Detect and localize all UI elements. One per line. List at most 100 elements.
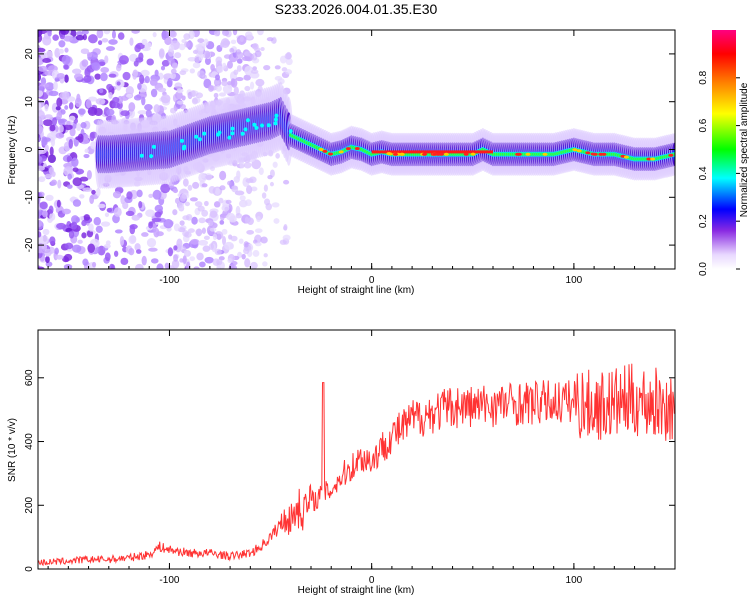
heatmap-cell <box>42 119 53 127</box>
heatmap-cell <box>72 244 82 253</box>
heatmap-cell <box>181 95 186 101</box>
heatmap-cell <box>68 102 74 110</box>
heatmap-cell <box>179 104 186 110</box>
heatmap-cell <box>174 52 182 59</box>
heatmap-cell <box>179 245 187 253</box>
heatmap-cell <box>205 174 213 181</box>
heatmap-cell <box>156 263 164 269</box>
heatmap-cell <box>470 152 476 156</box>
heatmap-cell <box>246 185 253 195</box>
heatmap-cell <box>53 81 58 91</box>
heatmap-cell <box>85 99 92 109</box>
heatmap-cell <box>285 69 292 75</box>
heatmap-cell <box>157 87 167 93</box>
heatmap-cell <box>230 39 237 45</box>
heatmap-cell <box>49 212 56 221</box>
heatmap-cell <box>100 67 110 74</box>
heatmap-cell <box>133 94 142 101</box>
heatmap-cell <box>72 177 82 187</box>
heatmap-cell <box>77 239 83 244</box>
heatmap-cell <box>131 30 140 34</box>
heatmap-cell <box>64 242 74 250</box>
heatmap-cell <box>112 96 120 104</box>
heatmap-cell <box>74 73 83 81</box>
heatmap-cell <box>164 262 170 269</box>
heatmap-cell <box>54 47 61 58</box>
heatmap-cell <box>218 197 224 204</box>
heatmap-cell <box>202 131 207 136</box>
heatmap-cell <box>161 30 167 41</box>
heatmap-cell <box>163 219 174 229</box>
heatmap-cell <box>94 73 101 80</box>
heatmap-cell <box>399 152 405 156</box>
heatmap-cell <box>71 215 80 224</box>
heatmap-cell <box>40 77 47 86</box>
heatmap-cell <box>169 30 177 38</box>
heatmap-cell <box>44 114 53 119</box>
heatmap-cell <box>179 70 187 76</box>
heatmap-cell <box>244 199 252 207</box>
snr-y-ticks: 0 200 400 600 <box>24 369 675 572</box>
heatmap-cell <box>209 210 218 218</box>
heatmap-cell <box>93 217 101 226</box>
heatmap-cell <box>47 154 56 163</box>
heatmap-cell <box>216 265 221 269</box>
heatmap-cell <box>217 130 222 135</box>
heatmap-cell <box>198 239 209 246</box>
heatmap-cell <box>177 202 185 210</box>
heatmap-cell <box>345 147 351 151</box>
heatmap-cell <box>150 88 158 98</box>
heatmap-cell <box>108 91 113 99</box>
heatmap-cell <box>187 184 193 191</box>
heatmap-cell <box>139 153 144 158</box>
heatmap-cell <box>192 49 199 54</box>
heatmap-cell <box>219 42 225 48</box>
heatmap-cell <box>273 117 278 122</box>
heatmap-cell <box>246 229 255 235</box>
heatmap-cell <box>219 185 226 191</box>
heatmap-cell <box>48 205 54 214</box>
heatmap-cell <box>148 247 158 252</box>
heatmap-cell <box>193 266 200 269</box>
heatmap-cell <box>230 235 238 242</box>
spectrogram-heatmap <box>38 30 675 269</box>
colorbar-tick-label: 0.0 <box>698 262 709 276</box>
heatmap-cell <box>227 258 233 264</box>
heatmap-cell <box>422 152 428 156</box>
heatmap-cell <box>525 152 531 156</box>
heatmap-cell <box>141 38 148 46</box>
heatmap-cell <box>250 186 258 192</box>
heatmap-cell <box>88 223 94 232</box>
heatmap-cell <box>38 86 45 91</box>
heatmap-cell <box>227 135 232 140</box>
heatmap-cell <box>64 47 69 53</box>
heatmap-cell <box>208 185 216 194</box>
heatmap-cell <box>99 72 108 82</box>
heatmap-cell <box>318 148 324 152</box>
heatmap-cell <box>221 80 228 86</box>
heatmap-cell <box>38 102 42 111</box>
heatmap-cell <box>103 30 111 35</box>
heatmap-cell <box>192 181 200 189</box>
spectrogram-x-ticks: -100 0 100 <box>47 30 676 286</box>
heatmap-cell <box>197 70 205 78</box>
heatmap-cell <box>86 230 94 238</box>
heatmap-cell <box>113 207 122 217</box>
heatmap-cell <box>173 223 181 232</box>
heatmap-cell <box>213 80 220 85</box>
heatmap-cell <box>215 85 222 92</box>
heatmap-cell <box>71 68 82 75</box>
heatmap-cell <box>167 77 173 88</box>
heatmap-cell <box>195 44 203 49</box>
heatmap-cell <box>181 146 186 151</box>
heatmap-cell <box>284 52 292 60</box>
heatmap-cell <box>62 208 71 215</box>
heatmap-cell <box>152 189 162 200</box>
heatmap-cell <box>42 210 48 218</box>
heatmap-cell <box>113 250 119 257</box>
heatmap-cell <box>243 127 248 132</box>
heatmap-cell <box>151 217 162 222</box>
heatmap-cell <box>80 122 87 129</box>
heatmap-cell <box>38 57 45 66</box>
